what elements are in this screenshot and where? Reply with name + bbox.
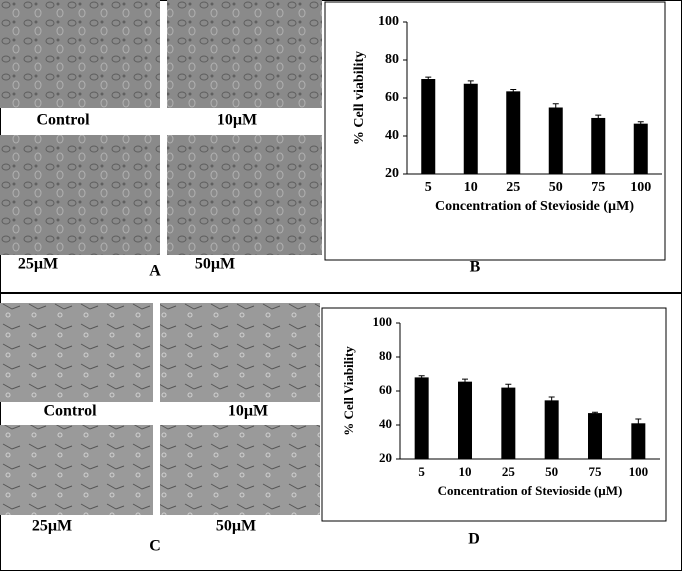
- bar: [506, 91, 521, 174]
- bar: [414, 377, 429, 459]
- bar: [544, 400, 559, 459]
- micrograph-label: 10µM: [228, 403, 268, 420]
- error-bar: [510, 88, 517, 94]
- error-bar: [595, 114, 602, 121]
- y-tick-label: 20: [379, 450, 392, 465]
- error-bar: [425, 76, 432, 81]
- x-tick-label: 5: [418, 464, 425, 479]
- y-tick-label: 20: [385, 166, 399, 181]
- x-tick-label: 100: [630, 180, 651, 195]
- bar: [591, 117, 606, 174]
- y-tick-label: 60: [385, 90, 399, 105]
- y-axis-label: % Cell Viability: [341, 346, 356, 436]
- chart-frame: [324, 1, 666, 261]
- error-bar: [462, 378, 468, 385]
- micrograph: [0, 0, 160, 108]
- bar: [588, 413, 602, 459]
- micrograph: [160, 425, 320, 515]
- micrograph: [0, 135, 160, 255]
- x-tick-label: 100: [629, 464, 649, 479]
- error-bar: [552, 103, 559, 112]
- error-bar: [548, 396, 555, 404]
- micrograph-label: 25µM: [32, 518, 72, 535]
- y-tick-label: 80: [385, 52, 399, 67]
- x-tick-label: 10: [459, 464, 472, 479]
- micrograph: [167, 0, 322, 108]
- y-tick-label: 80: [379, 348, 392, 363]
- error-bar: [467, 80, 474, 87]
- error-bar: [505, 383, 512, 391]
- chart-frame: [321, 307, 667, 522]
- panel-label: A: [149, 263, 161, 280]
- x-tick-label: 50: [545, 464, 558, 479]
- y-tick-label: 100: [378, 14, 399, 29]
- x-tick-label: 5: [425, 180, 432, 195]
- micrograph-label: 50µM: [216, 518, 256, 535]
- bar: [463, 83, 478, 174]
- panel-label: C: [149, 538, 161, 555]
- x-tick-label: 50: [549, 180, 563, 195]
- panel-label: B: [470, 259, 481, 276]
- error-bar: [637, 121, 644, 126]
- x-axis-label: Concentration of Stevioside (µM): [435, 199, 634, 214]
- x-tick-label: 75: [591, 180, 605, 195]
- micrograph-label: Control: [43, 403, 97, 420]
- x-tick-label: 25: [502, 464, 516, 479]
- micrograph-label: Control: [36, 112, 90, 129]
- bar: [421, 79, 436, 174]
- micrograph: [167, 135, 322, 255]
- micrograph: [0, 425, 153, 515]
- micrograph-label: 50µM: [195, 256, 235, 273]
- error-bar: [418, 375, 425, 380]
- bar: [548, 107, 563, 174]
- panel-label: D: [468, 531, 480, 548]
- x-tick-label: 75: [589, 464, 603, 479]
- bar: [501, 387, 516, 459]
- y-tick-label: 100: [373, 314, 393, 329]
- bar: [458, 381, 472, 459]
- x-tick-label: 10: [464, 180, 478, 195]
- bar: [631, 423, 646, 459]
- y-tick-label: 40: [385, 128, 399, 143]
- y-tick-label: 60: [379, 382, 392, 397]
- error-bar: [592, 411, 598, 414]
- y-axis-label: % Cell viability: [352, 51, 367, 145]
- micrograph: [160, 303, 320, 402]
- y-tick-label: 40: [379, 416, 392, 431]
- x-tick-label: 25: [506, 180, 520, 195]
- micrograph-label: 10µM: [217, 112, 257, 129]
- micrograph: [0, 303, 153, 402]
- bar: [633, 123, 648, 174]
- x-axis-label: Concentration of Stevioside (µM): [438, 483, 623, 498]
- micrograph-label: 25µM: [18, 256, 58, 273]
- error-bar: [635, 418, 642, 428]
